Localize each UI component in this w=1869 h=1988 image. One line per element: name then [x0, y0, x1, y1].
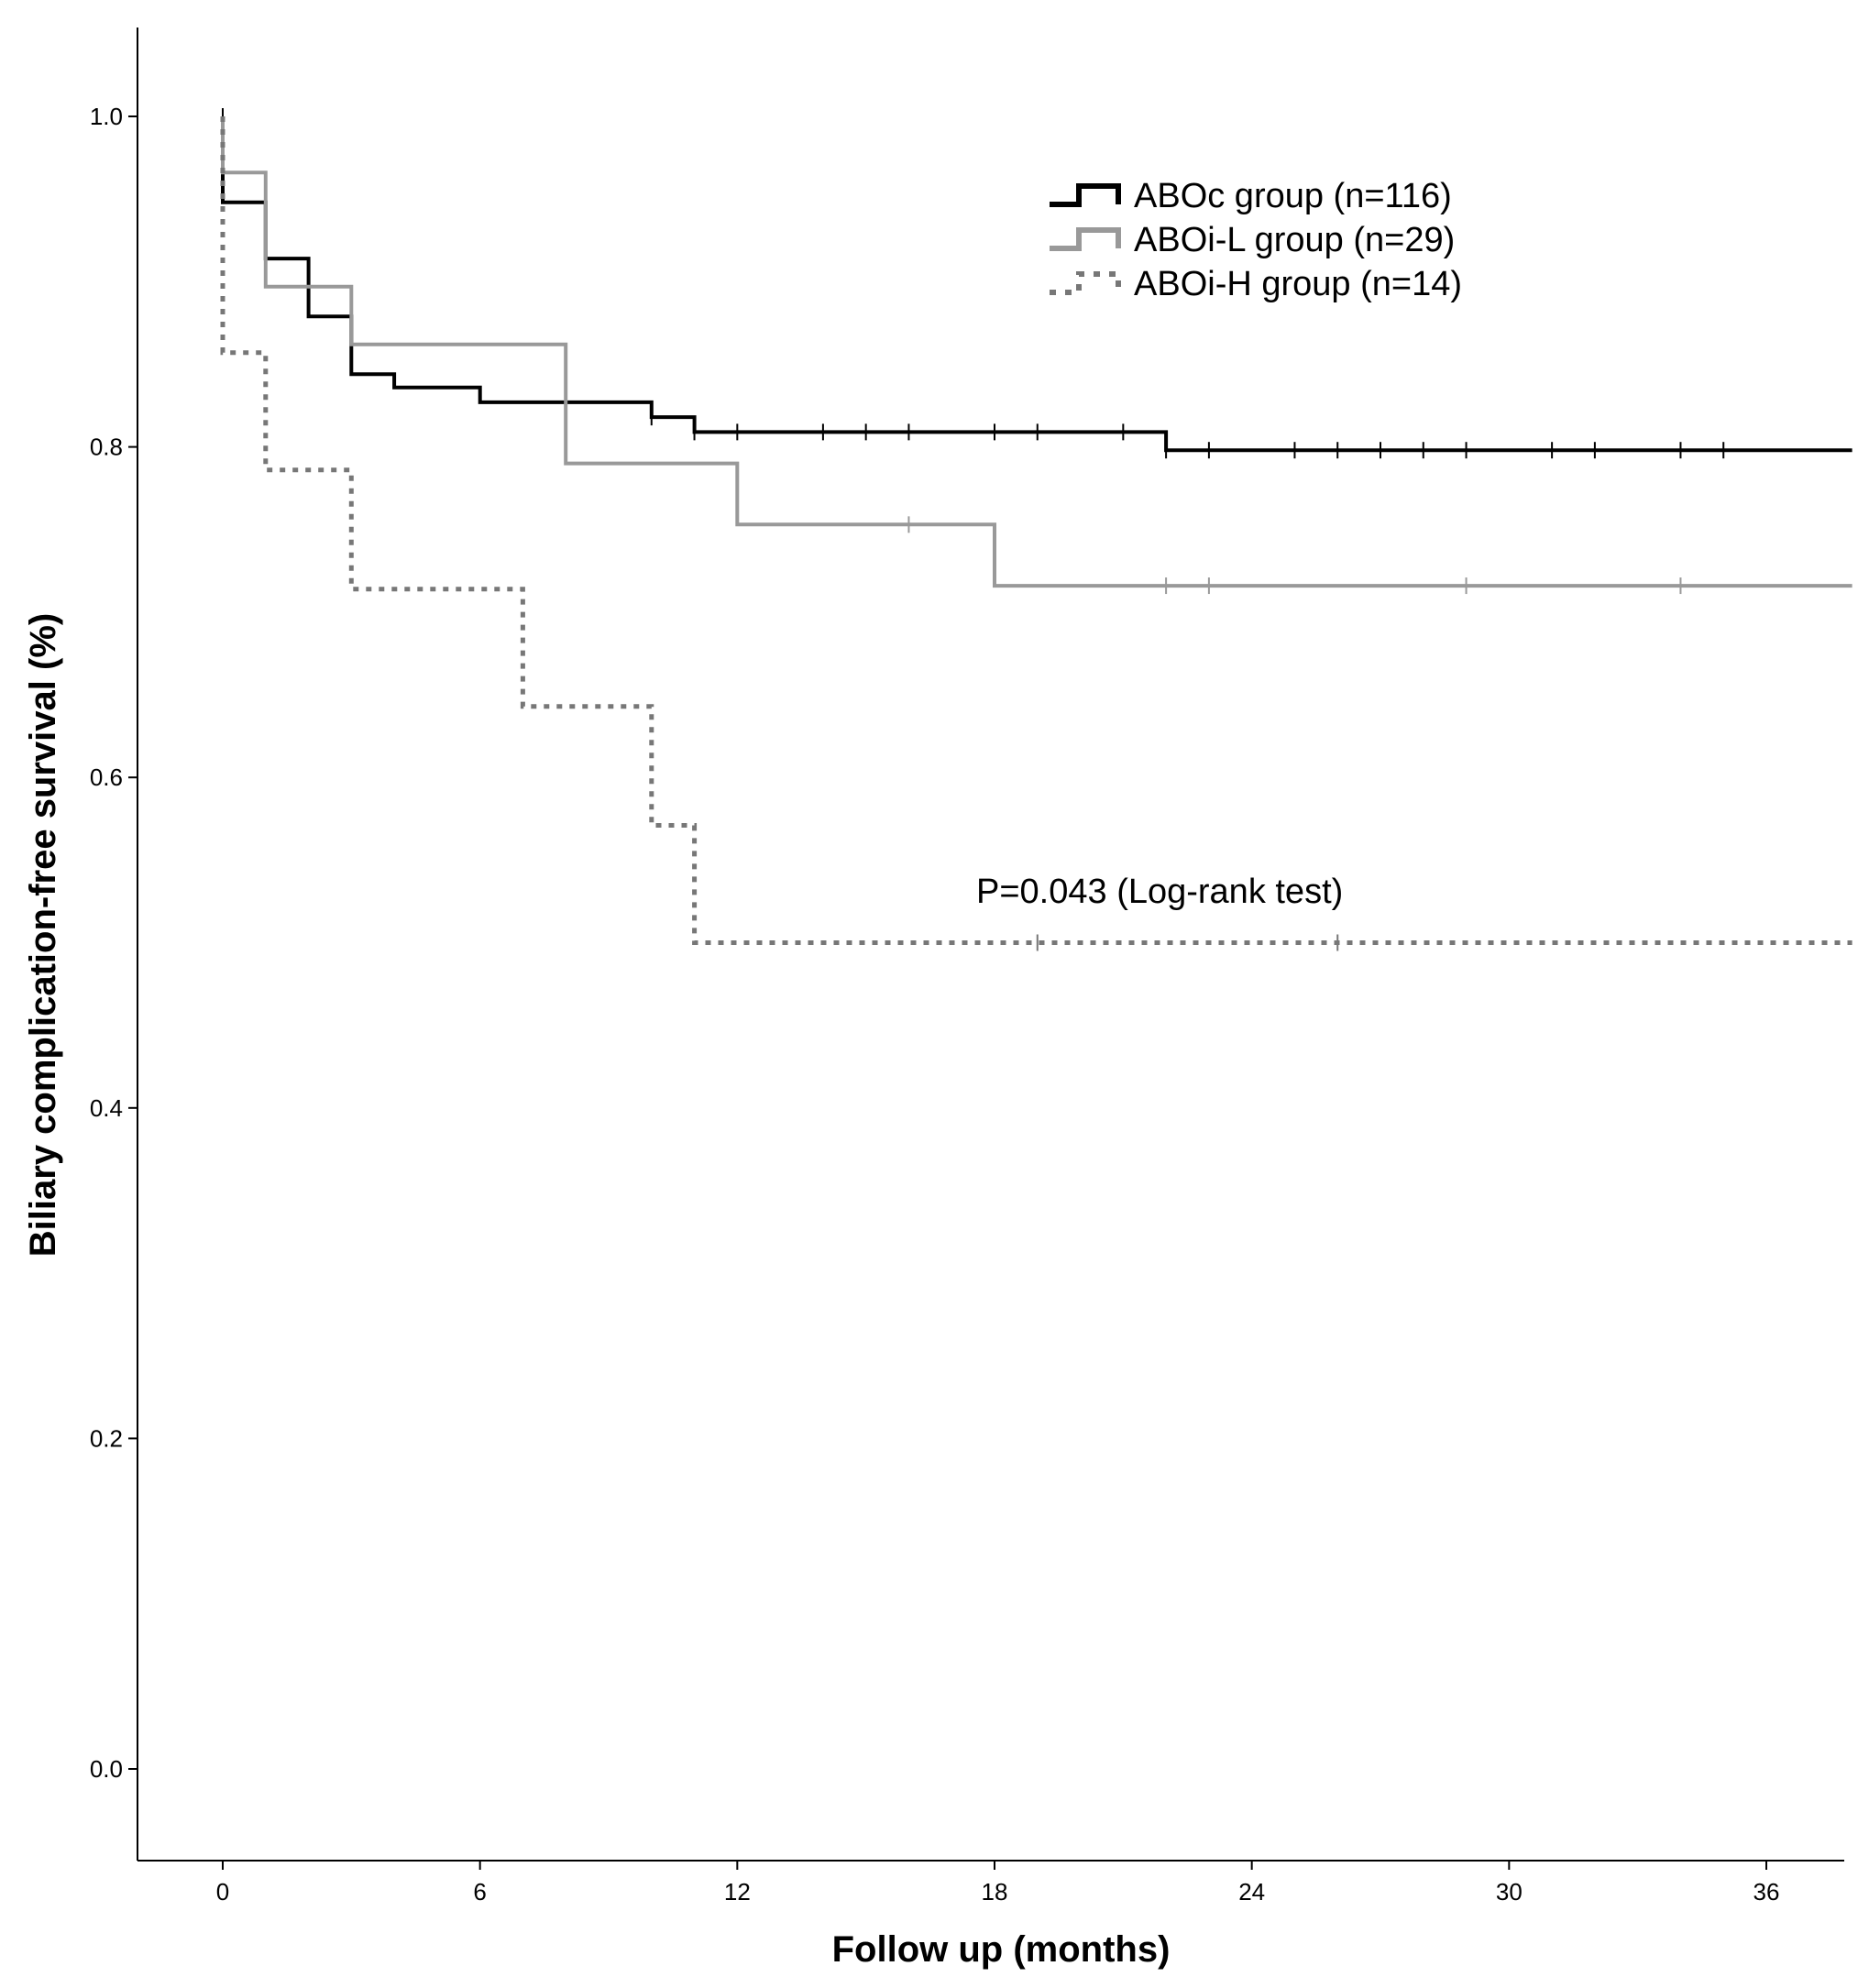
x-tick-label: 6 [473, 1878, 486, 1906]
legend-label: ABOi-L group (n=29) [1134, 221, 1455, 259]
legend: ABOc group (n=116) ABOi-L group (n=29) ABO… [1050, 177, 1462, 303]
y-tick-label: 1.0 [90, 103, 123, 130]
y-tick-label: 0.4 [90, 1094, 123, 1122]
legend-swatch [1050, 271, 1121, 295]
y-tick-label: 0.2 [90, 1424, 123, 1452]
x-ticks: 0 6 12 18 24 30 36 [216, 1861, 1780, 1906]
y-axis-title: Biliary complication-free survival (%) [23, 613, 63, 1257]
legend-label: ABOc group (n=116) [1134, 177, 1452, 215]
series-group [220, 116, 1853, 951]
p-value-annotation: P=0.043 (Log-rank test) [976, 873, 1343, 911]
x-tick-label: 18 [982, 1878, 1008, 1906]
series-line [220, 116, 1853, 945]
x-tick-label: 36 [1754, 1878, 1780, 1906]
y-tick-label: 0.8 [90, 434, 123, 461]
x-axis-title: Follow up (months) [832, 1929, 1171, 1970]
series-group [221, 116, 1853, 595]
x-tick-label: 24 [1238, 1878, 1265, 1906]
x-tick-label: 12 [724, 1878, 751, 1906]
axes [137, 27, 1844, 1862]
y-ticks: 0.0 0.2 0.4 0.6 0.8 1.0 [90, 103, 137, 1783]
legend-swatch [1050, 183, 1121, 207]
x-tick-label: 30 [1496, 1878, 1523, 1906]
series-layer [220, 108, 1853, 951]
legend-label: ABOi-H group (n=14) [1134, 265, 1462, 303]
x-tick-label: 0 [216, 1878, 229, 1906]
y-tick-label: 0.0 [90, 1755, 123, 1783]
legend-swatch [1050, 227, 1121, 251]
y-tick-label: 0.6 [90, 763, 123, 791]
series-line [221, 116, 1853, 588]
